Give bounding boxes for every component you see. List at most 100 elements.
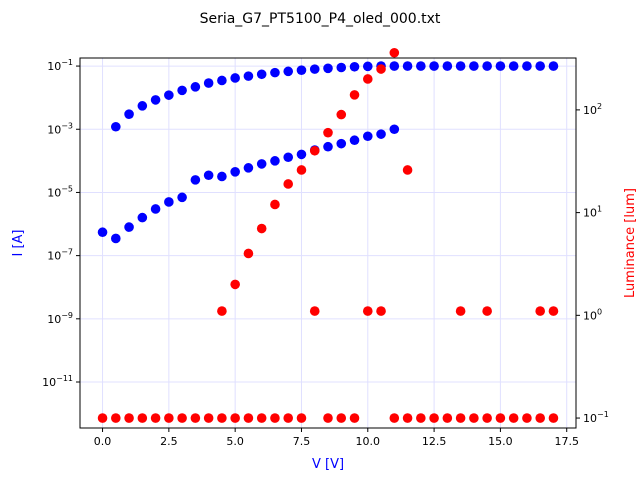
luminance-point	[309, 145, 320, 156]
luminance-point	[243, 248, 254, 259]
luminance-point	[283, 413, 294, 423]
luminance-point	[203, 413, 214, 423]
luminance-point	[296, 413, 307, 423]
current-point	[111, 233, 121, 244]
luminance-point	[495, 413, 506, 423]
luminance-point	[336, 413, 347, 423]
luminance-point	[455, 306, 466, 316]
current-point	[323, 63, 333, 74]
current-point	[309, 64, 320, 74]
luminance-point	[323, 127, 333, 138]
luminance-point	[548, 413, 559, 423]
luminance-point	[442, 413, 453, 423]
luminance-point	[256, 413, 267, 423]
x-tick-label: 10.0	[356, 435, 381, 448]
luminance-point	[256, 223, 267, 234]
y-axis-label-right: Luminance [lum]	[623, 188, 638, 298]
current-point	[522, 61, 532, 71]
current-point	[164, 90, 174, 100]
ticks-layer: 0.0 2.5 5.0 7.5 10.0 12.5 15.0 17.5 10−11 10−9 10−…	[42, 58, 609, 448]
current-point	[203, 78, 214, 88]
current-point	[323, 141, 333, 152]
y-axis-label-left: I [A]	[11, 229, 26, 256]
luminance-point	[402, 413, 413, 423]
chart-title: Seria_G7_PT5100_P4_oled_000.txt	[200, 11, 441, 27]
current-point	[177, 192, 187, 203]
y-left-tick-label: 10−11	[42, 374, 73, 389]
luminance-point	[389, 47, 400, 58]
luminance-point	[270, 413, 280, 423]
x-tick-label: 15.0	[488, 435, 513, 448]
current-point	[402, 61, 413, 71]
current-point	[429, 61, 439, 71]
luminance-point	[124, 413, 134, 423]
x-tick-label: 12.5	[422, 435, 447, 448]
current-point	[256, 159, 267, 169]
points-layer	[97, 47, 559, 423]
current-point	[336, 62, 347, 73]
luminance-point	[522, 413, 532, 423]
luminance-point	[376, 64, 386, 74]
current-point	[230, 167, 240, 177]
luminance-point	[243, 413, 254, 423]
luminance-point	[535, 306, 545, 316]
x-tick-label: 2.5	[160, 435, 178, 448]
current-point	[270, 156, 280, 166]
x-tick-label: 0.0	[94, 435, 112, 448]
luminance-point	[164, 413, 174, 423]
current-point	[243, 163, 254, 173]
current-point	[508, 61, 519, 71]
luminance-point	[111, 413, 121, 423]
luminance-point	[190, 413, 201, 423]
current-point	[190, 175, 201, 185]
y-left-tick-label: 10−7	[47, 248, 73, 263]
current-point	[137, 101, 148, 111]
luminance-point	[402, 165, 413, 175]
current-point	[124, 109, 134, 119]
current-point	[217, 171, 227, 182]
luminance-point	[323, 413, 333, 423]
luminance-point	[230, 413, 240, 423]
current-point	[150, 204, 161, 214]
luminance-point	[535, 413, 545, 423]
luminance-point	[416, 413, 426, 423]
current-point	[535, 61, 545, 71]
luminance-point	[389, 413, 400, 423]
luminance-point	[548, 306, 559, 316]
current-point	[190, 82, 201, 92]
current-point	[137, 212, 148, 223]
luminance-point	[270, 199, 280, 210]
current-point	[442, 61, 453, 71]
luminance-point	[455, 413, 466, 423]
luminance-point	[349, 413, 360, 423]
luminance-point	[362, 74, 373, 84]
current-point	[349, 61, 360, 72]
luminance-point	[508, 413, 519, 423]
luminance-point	[217, 413, 227, 423]
y-right-tick-label: 102	[583, 102, 602, 117]
luminance-point	[376, 306, 386, 316]
y-left-tick-label: 10−3	[47, 121, 73, 136]
y-left-tick-label: 10−1	[47, 58, 73, 73]
plot-frame	[79, 57, 577, 429]
current-point	[548, 61, 559, 71]
x-tick-label: 5.0	[226, 435, 244, 448]
current-point	[349, 135, 360, 146]
current-point	[469, 61, 479, 71]
y-left-tick-label: 10−9	[47, 311, 73, 326]
current-point	[455, 61, 466, 71]
current-point	[243, 71, 254, 81]
luminance-point	[309, 306, 320, 316]
current-point	[256, 69, 267, 80]
current-point	[362, 61, 373, 72]
y-right-tick-label: 100	[583, 307, 602, 322]
x-tick-label: 17.5	[554, 435, 579, 448]
luminance-point	[349, 90, 360, 100]
luminance-point	[429, 413, 439, 423]
luminance-point	[177, 413, 187, 423]
luminance-point	[296, 165, 307, 175]
current-point	[177, 85, 187, 96]
current-point	[283, 152, 294, 163]
